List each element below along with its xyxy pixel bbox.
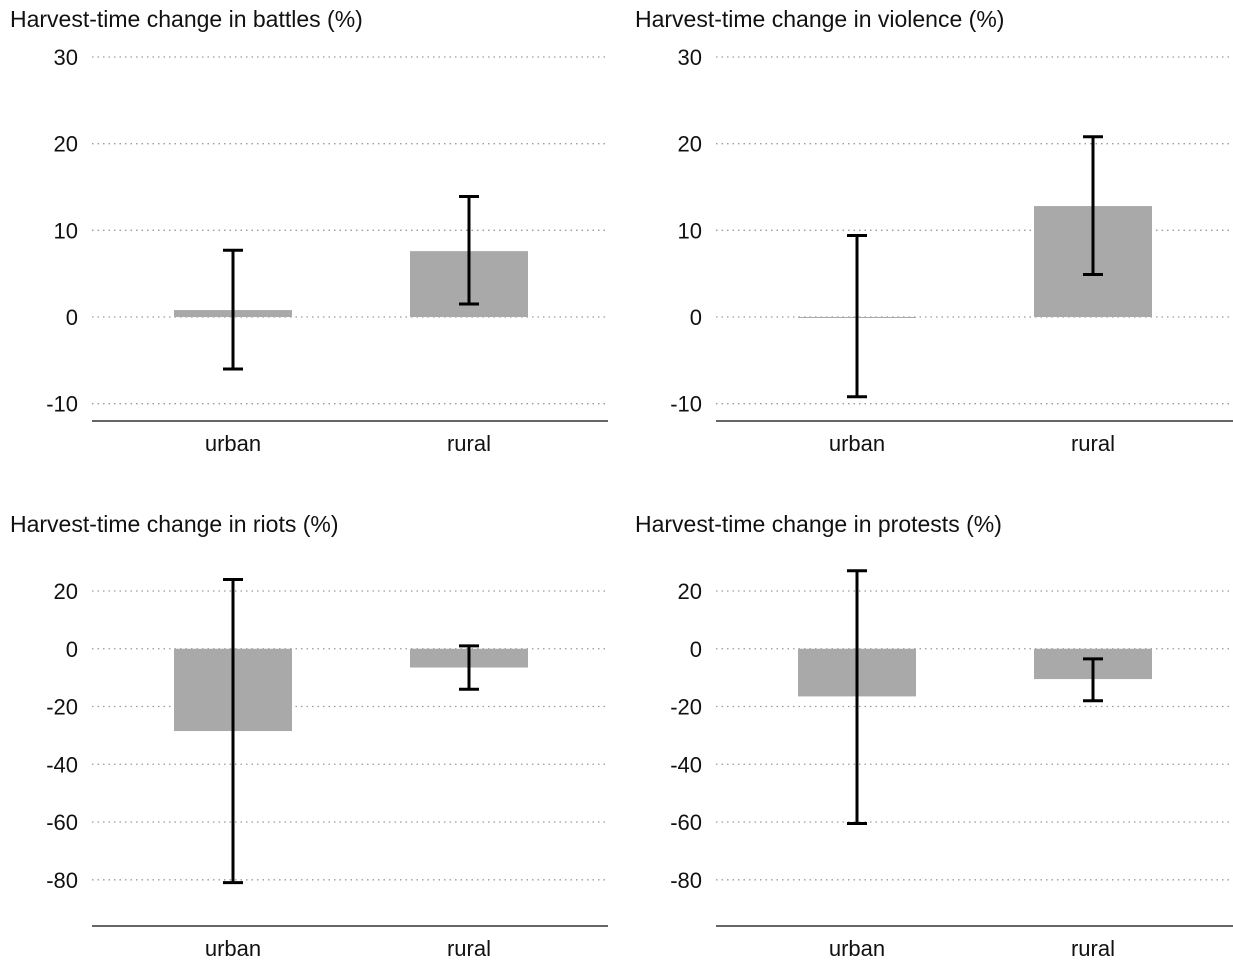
y-tick-label: -10 (670, 392, 702, 417)
y-tick-label: 30 (54, 45, 78, 70)
bar-chart-violence: -10 0 10 20 30 urban rural (670, 45, 1233, 456)
error-bar-rural (1083, 135, 1103, 277)
y-tick-label: -20 (670, 695, 702, 720)
error-bar-rural (459, 195, 479, 306)
chart-title: Harvest-time change in battles (%) (10, 6, 363, 32)
chart-title: Harvest-time change in violence (%) (635, 6, 1005, 32)
y-tick-label: -20 (46, 695, 78, 720)
x-category-label: urban (205, 431, 261, 456)
y-tick-label: 20 (54, 579, 78, 604)
x-category-label: rural (1071, 936, 1115, 961)
y-tick-label: 0 (66, 305, 78, 330)
chart-panel-violence: Harvest-time change in violence (%) -10 0… (616, 0, 1233, 480)
y-tick-label: 10 (678, 218, 702, 243)
y-tick-label: 20 (54, 132, 78, 157)
y-tick-label: -80 (670, 868, 702, 893)
x-category-label: urban (829, 431, 885, 456)
chart-panel-riots: Harvest-time change in riots (%) -80 -60-… (0, 480, 616, 961)
y-tick-label: 0 (66, 637, 78, 662)
error-bar-rural (459, 644, 479, 691)
bar-chart-riots: -80 -60 -40 -20 0 20 urban rural (46, 577, 608, 961)
y-tick-label: -60 (46, 810, 78, 835)
y-tick-label: -10 (46, 392, 78, 417)
error-bar-urban (847, 234, 867, 399)
y-tick-label: -60 (670, 810, 702, 835)
y-tick-label: -80 (46, 868, 78, 893)
x-category-label: rural (447, 431, 491, 456)
y-tick-label: -40 (670, 752, 702, 777)
bar-chart-protests: -80 -60 -40 -20 0 20 urban rural (670, 569, 1233, 961)
chart-panel-battles: Harvest-time change in battles (%) -10 0 1… (0, 0, 616, 480)
error-bar-urban (223, 577, 243, 885)
y-tick-label: 0 (690, 305, 702, 330)
error-bar-rural (1083, 657, 1103, 703)
error-bar-urban (223, 248, 243, 371)
y-tick-label: 20 (678, 579, 702, 604)
x-category-label: urban (205, 936, 261, 961)
error-bar-urban (847, 569, 867, 825)
y-tick-label: 0 (690, 637, 702, 662)
y-tick-label: 20 (678, 132, 702, 157)
chart-panel-protests: Harvest-time change in protests (%) -80-… (616, 480, 1233, 961)
y-tick-label: -40 (46, 752, 78, 777)
y-tick-label: 30 (678, 45, 702, 70)
chart-title: Harvest-time change in riots (%) (10, 511, 339, 537)
x-category-label: urban (829, 936, 885, 961)
y-tick-label: 10 (54, 218, 78, 243)
bar-chart-battles: -10 0 10 20 30 urban rural (46, 45, 608, 456)
chart-title: Harvest-time change in protests (%) (635, 511, 1002, 537)
x-category-label: rural (1071, 431, 1115, 456)
x-category-label: rural (447, 936, 491, 961)
